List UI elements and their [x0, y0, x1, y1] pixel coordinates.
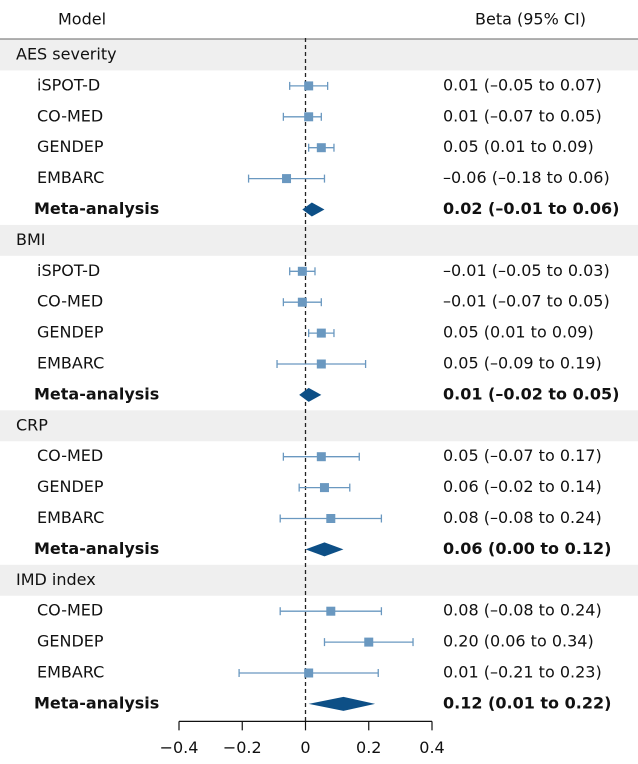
x-tick-label: 0.4: [419, 738, 444, 757]
value-label: 0.12 (0.01 to 0.22): [443, 693, 611, 712]
estimate-marker: [316, 359, 326, 369]
estimate-marker: [297, 297, 307, 307]
value-label: 0.08 (–0.08 to 0.24): [443, 601, 602, 620]
value-label: 0.01 (–0.05 to 0.07): [443, 75, 602, 94]
value-label: 0.05 (0.01 to 0.09): [443, 137, 594, 156]
row-label: iSPOT-D: [37, 75, 100, 94]
row-label: EMBARC: [37, 168, 104, 187]
row-label: GENDEP: [37, 477, 104, 496]
summary-diamond: [308, 696, 376, 711]
value-label: 0.01 (–0.21 to 0.23): [443, 663, 602, 682]
group-label: AES severity: [16, 45, 117, 64]
estimate-marker: [282, 174, 292, 184]
estimate-marker: [297, 266, 307, 276]
estimate-marker: [304, 112, 314, 122]
value-label: 0.02 (–0.01 to 0.06): [443, 199, 619, 218]
value-label: 0.01 (–0.02 to 0.05): [443, 384, 619, 403]
row-label: Meta-analysis: [34, 539, 159, 558]
value-label: 0.01 (–0.07 to 0.05): [443, 106, 602, 125]
value-label: 0.05 (–0.09 to 0.19): [443, 354, 602, 373]
group-band: [0, 224, 638, 256]
summary-diamond: [305, 542, 344, 557]
estimate-marker: [316, 328, 326, 338]
group-label: BMI: [16, 230, 46, 249]
estimate-header: Beta (95% CI): [475, 10, 586, 29]
value-label: –0.01 (–0.05 to 0.03): [443, 261, 610, 280]
value-label: 0.06 (0.00 to 0.12): [443, 539, 611, 558]
group-band: [0, 410, 638, 442]
model-header: Model: [58, 10, 106, 29]
row-label: Meta-analysis: [34, 199, 159, 218]
row-label: EMBARC: [37, 354, 104, 373]
x-tick-label: −0.2: [223, 738, 262, 757]
row-label: GENDEP: [37, 323, 104, 342]
row-label: iSPOT-D: [37, 261, 100, 280]
estimate-marker: [316, 143, 326, 153]
estimate-marker: [364, 637, 374, 647]
row-label: Meta-analysis: [34, 693, 159, 712]
value-label: 0.06 (–0.02 to 0.14): [443, 477, 602, 496]
group-label: CRP: [16, 415, 48, 434]
group-label: IMD index: [16, 570, 96, 589]
x-tick-label: 0.2: [356, 738, 381, 757]
group-band: [0, 564, 638, 596]
row-label: GENDEP: [37, 632, 104, 651]
row-label: GENDEP: [37, 137, 104, 156]
x-tick-label: 0: [300, 738, 310, 757]
value-label: 0.08 (–0.08 to 0.24): [443, 508, 602, 527]
summary-diamond: [302, 202, 325, 217]
value-label: –0.01 (–0.07 to 0.05): [443, 292, 610, 311]
estimate-marker: [326, 514, 336, 523]
summary-diamond: [299, 387, 322, 402]
estimate-marker: [326, 606, 336, 616]
row-label: Meta-analysis: [34, 384, 159, 403]
estimate-marker: [316, 452, 326, 462]
row-label: CO-MED: [37, 106, 103, 125]
value-label: 0.05 (0.01 to 0.09): [443, 323, 594, 342]
value-label: –0.06 (–0.18 to 0.06): [443, 168, 610, 187]
estimate-marker: [319, 483, 329, 493]
row-label: CO-MED: [37, 446, 103, 465]
estimate-marker: [304, 668, 314, 678]
value-label: 0.05 (–0.07 to 0.17): [443, 446, 602, 465]
row-label: CO-MED: [37, 292, 103, 311]
group-band: [0, 39, 638, 71]
value-label: 0.20 (0.06 to 0.34): [443, 632, 594, 651]
row-label: CO-MED: [37, 601, 103, 620]
row-label: EMBARC: [37, 663, 104, 682]
x-tick-label: −0.4: [160, 738, 199, 757]
row-label: EMBARC: [37, 508, 104, 527]
estimate-marker: [304, 81, 314, 91]
